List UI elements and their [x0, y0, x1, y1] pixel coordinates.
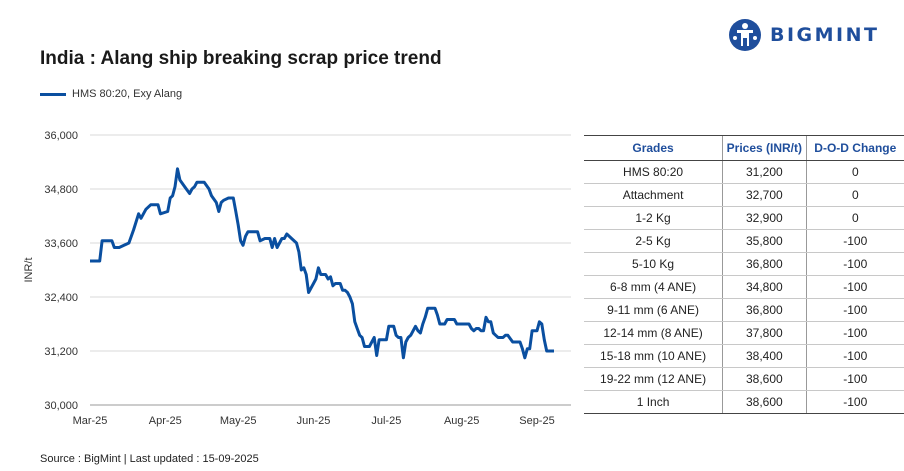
legend-line-swatch — [40, 92, 66, 96]
bigmint-logo: BIGMINT — [728, 18, 880, 52]
y-tick-label: 34,800 — [44, 184, 78, 196]
y-axis-label: INR/t — [23, 257, 35, 282]
x-tick-label: Sep-25 — [519, 415, 554, 427]
cell-change: -100 — [805, 298, 904, 322]
x-tick-label: Mar-25 — [73, 415, 108, 427]
cell-price: 37,800 — [722, 321, 807, 345]
table-row: Attachment 32,700 0 — [584, 183, 904, 207]
grades-table: Grades Prices (INR/t) D-O-D Change HMS 8… — [584, 135, 904, 414]
cell-change: -100 — [805, 367, 904, 391]
table-header-row: Grades Prices (INR/t) D-O-D Change — [584, 135, 904, 161]
table-body: HMS 80:20 31,200 0 Attachment 32,700 0 1-2 Kg 3… — [584, 160, 904, 414]
header-grades: Grades — [584, 135, 723, 161]
table-row: 5-10 Kg 36,800 -100 — [584, 252, 904, 276]
bigmint-logo-icon — [729, 19, 761, 51]
x-tick-label: May-25 — [220, 415, 257, 427]
y-tick-label: 32,400 — [44, 292, 78, 304]
table-row: 15-18 mm (10 ANE) 38,400 -100 — [584, 344, 904, 368]
x-tick-label: Jun-25 — [297, 415, 331, 427]
cell-price: 38,400 — [722, 344, 807, 368]
x-tick-label: Jul-25 — [371, 415, 401, 427]
page-title: India : Alang ship breaking scrap price … — [40, 48, 442, 69]
y-tick-label: 30,000 — [44, 400, 78, 412]
cell-grade: 19-22 mm (12 ANE) — [584, 367, 723, 391]
legend-label: HMS 80:20, Exy Alang — [72, 88, 183, 100]
y-tick-label: 33,600 — [44, 238, 78, 250]
cell-grade: 1 Inch — [584, 390, 723, 414]
cell-price: 34,800 — [722, 275, 807, 299]
table-row: 9-11 mm (6 ANE) 36,800 -100 — [584, 298, 904, 322]
cell-change: 0 — [805, 160, 904, 184]
cell-change: 0 — [805, 183, 904, 207]
cell-grade: 5-10 Kg — [584, 252, 723, 276]
y-tick-label: 31,200 — [44, 346, 78, 358]
cell-grade: Attachment — [584, 183, 723, 207]
source-note: Source : BigMint | Last updated : 15-09-… — [40, 453, 259, 465]
cell-grade: 6-8 mm (4 ANE) — [584, 275, 723, 299]
cell-price: 32,700 — [722, 183, 807, 207]
cell-grade: 12-14 mm (8 ANE) — [584, 321, 723, 345]
table-row: 2-5 Kg 35,800 -100 — [584, 229, 904, 253]
cell-price: 36,800 — [722, 252, 807, 276]
table-row: 6-8 mm (4 ANE) 34,800 -100 — [584, 275, 904, 299]
cell-change: -100 — [805, 344, 904, 368]
y-tick-label: 36,000 — [44, 130, 78, 142]
cell-grade: 2-5 Kg — [584, 229, 723, 253]
y-tick-labels: 30,000 31,200 32,400 33,600 34,800 36,000 — [44, 130, 78, 412]
table-row: HMS 80:20 31,200 0 — [584, 160, 904, 184]
cell-grade: 9-11 mm (6 ANE) — [584, 298, 723, 322]
cell-change: -100 — [805, 390, 904, 414]
cell-price: 35,800 — [722, 229, 807, 253]
cell-price: 38,600 — [722, 367, 807, 391]
header-prices: Prices (INR/t) — [722, 135, 807, 161]
table-row: 12-14 mm (8 ANE) 37,800 -100 — [584, 321, 904, 345]
grid-layer — [90, 134, 571, 352]
chart-legend: HMS 80:20, Exy Alang — [40, 88, 182, 100]
x-tick-labels: Mar-25 Apr-25 May-25 Jun-25 Jul-25 Aug-25 Sep-… — [73, 415, 555, 427]
cell-price: 32,900 — [722, 206, 807, 230]
table-row: 19-22 mm (12 ANE) 38,600 -100 — [584, 367, 904, 391]
cell-change: -100 — [805, 275, 904, 299]
cell-change: -100 — [805, 252, 904, 276]
cell-price: 36,800 — [722, 298, 807, 322]
cell-change: -100 — [805, 321, 904, 345]
cell-price: 38,600 — [722, 390, 807, 414]
cell-grade: 1-2 Kg — [584, 206, 723, 230]
x-tick-label: Apr-25 — [149, 415, 182, 427]
cell-price: 31,200 — [722, 160, 807, 184]
series-line-hms-80-20 — [90, 167, 554, 360]
cell-change: -100 — [805, 229, 904, 253]
cell-change: 0 — [805, 206, 904, 230]
cell-grade: 15-18 mm (10 ANE) — [584, 344, 723, 368]
price-trend-chart: 30,000 31,200 32,400 33,600 34,800 36,000 Mar… — [23, 130, 571, 427]
logo-text: BIGMINT — [770, 24, 880, 46]
table-row: 1 Inch 38,600 -100 — [584, 390, 904, 414]
table-row: 1-2 Kg 32,900 0 — [584, 206, 904, 230]
header-dod-change: D-O-D Change — [805, 135, 904, 161]
x-tick-label: Aug-25 — [444, 415, 479, 427]
cell-grade: HMS 80:20 — [584, 160, 723, 184]
